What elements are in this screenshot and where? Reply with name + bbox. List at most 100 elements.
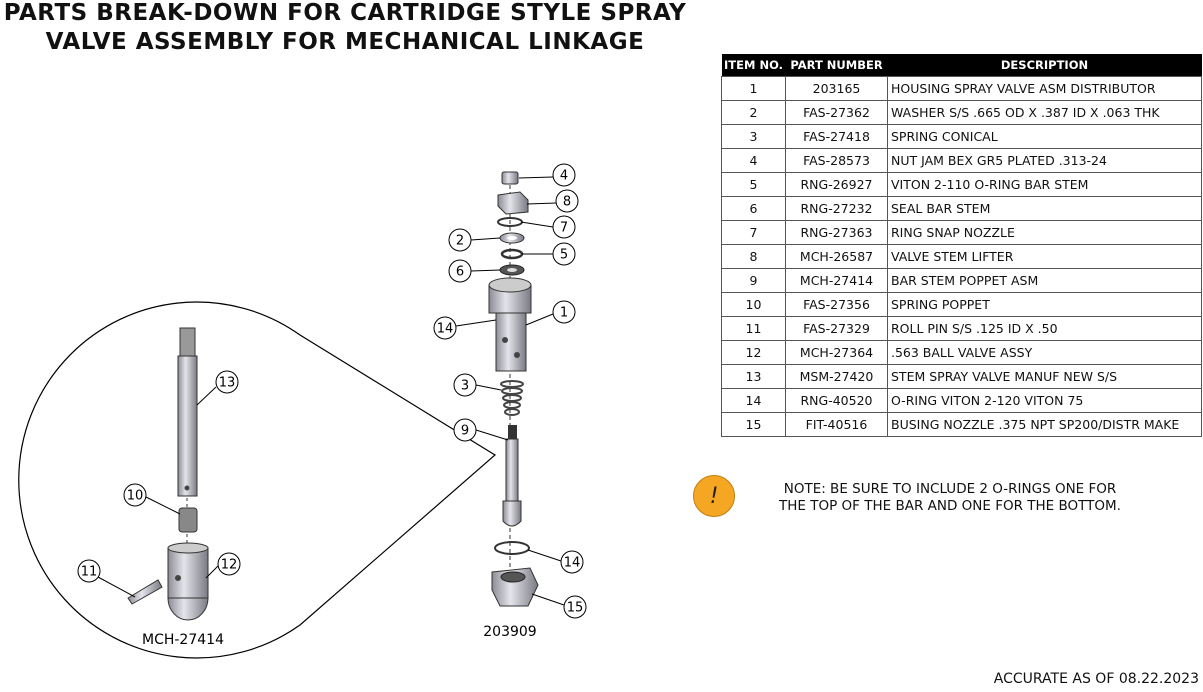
cell-description: HOUSING SPRAY VALVE ASM DISTRIBUTOR xyxy=(887,76,1202,101)
cell-item-no: 2 xyxy=(721,100,786,125)
callout-bubble: 3 xyxy=(453,373,477,397)
callout-number: 1 xyxy=(560,306,568,321)
cell-item-no: 4 xyxy=(721,148,786,173)
callout-number: 11 xyxy=(81,565,98,580)
cell-description: BAR STEM POPPET ASM xyxy=(887,268,1202,293)
cell-description: BUSING NOZZLE .375 NPT SP200/DISTR MAKE xyxy=(887,412,1202,437)
cell-item-no: 8 xyxy=(721,244,786,269)
callout-number: 10 xyxy=(127,489,144,504)
table-row: 7 RNG-27363 RING SNAP NOZZLE xyxy=(721,220,1202,245)
callout-circle xyxy=(552,215,576,239)
cell-part-number: RNG-27232 xyxy=(785,196,888,221)
part-oring-14-lower xyxy=(494,541,530,555)
table-row: 11 FAS-27329 ROLL PIN S/S .125 ID X .50 xyxy=(721,316,1202,341)
callout-circle xyxy=(217,552,241,576)
part-roll-pin-11 xyxy=(127,579,163,605)
cell-part-number: RNG-26927 xyxy=(785,172,888,197)
table-row: 14 RNG-40520 O-RING VITON 2-120 VITON 75 xyxy=(721,388,1202,413)
table-row: 13 MSM-27420 STEM SPRAY VALVE MANUF NEW S/… xyxy=(721,364,1202,389)
cell-description: SEAL BAR STEM xyxy=(887,196,1202,221)
callout-number: 14 xyxy=(564,556,581,571)
detail-label: MCH-27414 xyxy=(142,632,224,648)
callout-bubble: 13 xyxy=(215,370,239,394)
table-row: 6 RNG-27232 SEAL BAR STEM xyxy=(721,196,1202,221)
callout-circle xyxy=(77,559,101,583)
note-line-1: NOTE: BE SURE TO INCLUDE 2 O-RINGS ONE F… xyxy=(783,481,1117,497)
part-stem-13 xyxy=(177,327,198,497)
callout-number: 14 xyxy=(437,322,454,337)
callout-number: 3 xyxy=(461,379,469,394)
table-row: 10 FAS-27356 SPRING POPPET xyxy=(721,292,1202,317)
cell-item-no: 15 xyxy=(721,412,786,437)
part-spring-10 xyxy=(178,507,198,533)
cell-part-number: RNG-27363 xyxy=(785,220,888,245)
table-row: 3 FAS-27418 SPRING CONICAL xyxy=(721,124,1202,149)
part-seal-6 xyxy=(499,264,525,276)
callout-circle xyxy=(453,418,477,442)
cell-item-no: 1 xyxy=(721,76,786,101)
part-housing-1 xyxy=(488,277,532,372)
cell-part-number: FAS-27329 xyxy=(785,316,888,341)
note-line-2: THE TOP OF THE BAR AND ONE FOR THE BOTTO… xyxy=(779,498,1121,514)
callout-bubble: 9 xyxy=(453,418,477,442)
callout-circle xyxy=(563,595,587,619)
callout-number: 12 xyxy=(221,558,238,573)
cell-part-number: FIT-40516 xyxy=(785,412,888,437)
callout-circle xyxy=(448,259,472,283)
callout-circle xyxy=(453,373,477,397)
header-description: DESCRIPTION xyxy=(887,54,1202,77)
part-spring-3 xyxy=(500,380,524,416)
cell-part-number: 203165 xyxy=(785,76,888,101)
cell-part-number: MSM-27420 xyxy=(785,364,888,389)
callout-bubble: 1 xyxy=(552,300,576,324)
header-part-number: PART NUMBER xyxy=(785,54,888,77)
cell-description: O-RING VITON 2-120 VITON 75 xyxy=(887,388,1202,413)
table-row: 5 RNG-26927 VITON 2-110 O-RING BAR STEM xyxy=(721,172,1202,197)
callout-bubble: 8 xyxy=(555,189,579,213)
table-row: 4 FAS-28573 NUT JAM BEX GR5 PLATED .313-24 xyxy=(721,148,1202,173)
cell-description: SPRING POPPET xyxy=(887,292,1202,317)
callout-circle xyxy=(552,242,576,266)
callout-number: 6 xyxy=(456,265,464,280)
title-line-2: VALVE ASSEMBLY FOR MECHANICAL LINKAGE xyxy=(45,29,645,55)
table-header-row: ITEM NO. PART NUMBER DESCRIPTION xyxy=(721,54,1202,77)
detail-callout-outline xyxy=(18,301,497,659)
cell-part-number: FAS-28573 xyxy=(785,148,888,173)
cell-item-no: 11 xyxy=(721,316,786,341)
callout-bubble: 14 xyxy=(433,316,457,340)
cell-item-no: 5 xyxy=(721,172,786,197)
part-ball-valve-12 xyxy=(167,542,209,621)
callout-number: 7 xyxy=(560,221,568,236)
cell-description: VITON 2-110 O-RING BAR STEM xyxy=(887,172,1202,197)
cell-part-number: MCH-26587 xyxy=(785,244,888,269)
callout-number: 4 xyxy=(560,169,568,184)
callout-bubble: 12 xyxy=(217,552,241,576)
callout-bubble: 14 xyxy=(560,550,584,574)
cell-item-no: 6 xyxy=(721,196,786,221)
cell-part-number: FAS-27362 xyxy=(785,100,888,125)
callout-circle xyxy=(552,300,576,324)
cell-description: ROLL PIN S/S .125 ID X .50 xyxy=(887,316,1202,341)
leader-lines xyxy=(97,176,565,606)
cell-part-number: FAS-27356 xyxy=(785,292,888,317)
callout-number: 9 xyxy=(461,424,469,439)
part-nut-4 xyxy=(501,171,519,185)
callout-circle xyxy=(123,483,147,507)
exclamation-icon: ! xyxy=(693,475,735,517)
callout-circle xyxy=(560,550,584,574)
table-row: 1 203165 HOUSING SPRAY VALVE ASM DISTRIBUT… xyxy=(721,76,1202,101)
callout-bubble: 4 xyxy=(552,163,576,187)
table-row: 12 MCH-27364.563 BALL VALVE ASSY xyxy=(721,340,1202,365)
callout-number: 5 xyxy=(560,248,568,263)
cell-part-number: MCH-27414 xyxy=(785,268,888,293)
cell-description: NUT JAM BEX GR5 PLATED .313-24 xyxy=(887,148,1202,173)
callout-circle xyxy=(555,189,579,213)
cell-item-no: 7 xyxy=(721,220,786,245)
accuracy-date: ACCURATE AS OF 08.22.2023 xyxy=(993,671,1199,687)
part-lifter-8 xyxy=(497,191,529,215)
cell-description: VALVE STEM LIFTER xyxy=(887,244,1202,269)
callout-number: 15 xyxy=(567,601,584,616)
note-text: NOTE: BE SURE TO INCLUDE 2 O-RINGS ONE F… xyxy=(745,481,1155,515)
